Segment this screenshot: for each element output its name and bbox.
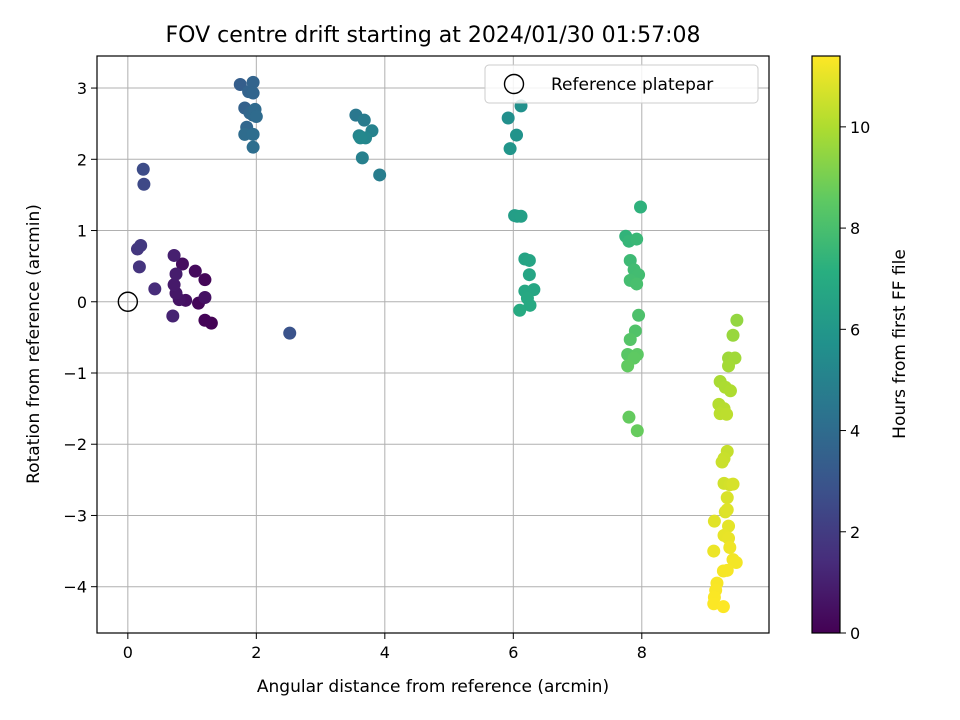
- data-point: [514, 209, 528, 223]
- data-point: [246, 140, 260, 154]
- data-point: [513, 303, 527, 317]
- data-point: [148, 282, 162, 296]
- chart-title: FOV centre drift starting at 2024/01/30 …: [166, 23, 701, 48]
- y-tick-label: 0: [77, 293, 87, 312]
- data-point: [630, 232, 644, 246]
- colorbar: [811, 55, 841, 634]
- x-axis-label: Angular distance from reference (arcmin): [257, 677, 609, 697]
- y-axis-label: Rotation from reference (arcmin): [24, 204, 44, 484]
- x-tick-label: 2: [251, 643, 261, 662]
- colorbar-tick-label: 0: [850, 624, 860, 643]
- data-point: [246, 75, 260, 89]
- data-point: [522, 268, 536, 282]
- data-point: [707, 544, 721, 558]
- data-point: [169, 267, 183, 281]
- data-point: [198, 273, 212, 287]
- data-point: [522, 253, 536, 267]
- legend-reference-marker-icon: [503, 73, 525, 95]
- data-point: [503, 142, 517, 156]
- data-point: [729, 555, 743, 569]
- data-point: [167, 248, 181, 262]
- data-point: [357, 113, 371, 127]
- legend: Reference platepar: [484, 64, 759, 104]
- x-tick-label: 8: [637, 643, 647, 662]
- data-point: [630, 424, 644, 438]
- data-point: [707, 514, 721, 528]
- data-point: [167, 278, 181, 292]
- y-tick-label: −4: [63, 578, 87, 597]
- data-point: [720, 407, 734, 421]
- data-point: [621, 359, 635, 373]
- data-point: [198, 313, 212, 327]
- y-tick-label: 2: [77, 150, 87, 169]
- reference-platepar-marker: [117, 291, 139, 312]
- data-points: [130, 75, 744, 614]
- data-point: [132, 260, 146, 274]
- colorbar-ticks: 0 2 4 6 8 10: [840, 118, 870, 643]
- data-point: [353, 131, 367, 145]
- y-tick-label: 3: [77, 79, 87, 98]
- data-point: [246, 86, 260, 100]
- data-point: [716, 600, 730, 614]
- data-point: [501, 111, 515, 125]
- data-point: [726, 477, 740, 491]
- colorbar-tick-label: 10: [850, 118, 870, 137]
- colorbar-tick-label: 6: [850, 320, 860, 339]
- x-tick-label: 0: [123, 643, 133, 662]
- data-point: [632, 308, 646, 322]
- data-point: [373, 168, 387, 182]
- colorbar-label: Hours from first FF file: [890, 249, 910, 439]
- data-point: [623, 333, 637, 347]
- data-point: [188, 264, 202, 278]
- data-point: [730, 313, 744, 327]
- data-point: [283, 326, 297, 340]
- legend-box: [484, 64, 759, 104]
- data-point: [166, 309, 180, 323]
- y-tick-label: −2: [63, 435, 87, 454]
- data-point: [355, 151, 369, 165]
- reference-marker: [117, 291, 139, 312]
- colorbar-tick-label: 2: [850, 523, 860, 542]
- data-point: [622, 410, 636, 424]
- colorbar-tick-label: 8: [850, 219, 860, 238]
- data-point: [720, 491, 734, 505]
- data-point: [715, 455, 729, 469]
- y-tick-label: −3: [63, 506, 87, 525]
- data-point: [720, 563, 734, 577]
- data-point: [137, 177, 151, 191]
- grid-lines: [97, 56, 769, 633]
- data-point: [634, 200, 648, 214]
- data-point: [198, 290, 212, 304]
- data-point: [723, 384, 737, 398]
- data-point: [720, 503, 734, 517]
- data-point: [249, 110, 263, 124]
- colorbar-tick-label: 4: [850, 422, 860, 441]
- data-point: [723, 541, 737, 555]
- y-axis-ticks: −4 −3 −2 −1 0 1 2 3: [63, 79, 97, 597]
- x-tick-label: 6: [508, 643, 518, 662]
- x-tick-label: 4: [380, 643, 390, 662]
- legend-entry-reference-platepar: Reference platepar: [551, 75, 713, 95]
- y-tick-label: −1: [63, 364, 87, 383]
- data-point: [510, 128, 524, 142]
- data-point: [134, 238, 148, 252]
- plot-frame: [96, 55, 770, 634]
- x-axis-ticks: 0 2 4 6 8: [123, 633, 647, 662]
- data-point: [722, 359, 736, 373]
- data-point: [523, 298, 537, 312]
- data-point: [630, 277, 644, 291]
- y-tick-label: 1: [77, 222, 87, 241]
- data-point: [175, 257, 189, 271]
- data-point: [136, 162, 150, 176]
- data-point: [246, 127, 260, 141]
- data-point: [726, 328, 740, 342]
